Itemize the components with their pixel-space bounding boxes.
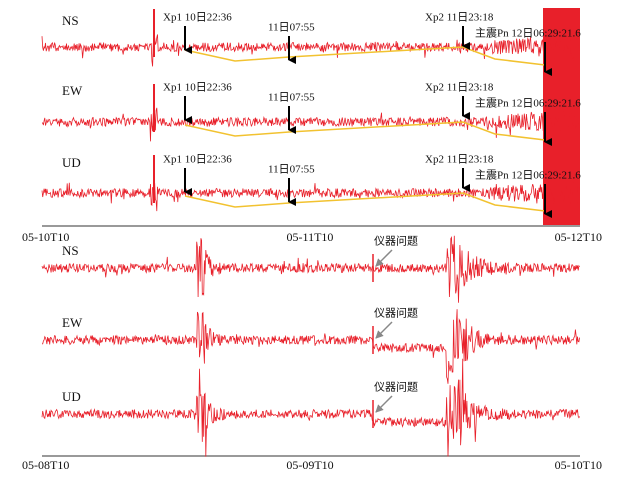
annotation: 仪器问题 xyxy=(374,307,418,320)
waveform xyxy=(41,358,580,457)
annotation: Xp1 10日22:36 xyxy=(163,154,232,166)
axis-label: 05-09T10 xyxy=(286,458,333,472)
annotation: 仪器问题 xyxy=(374,235,418,248)
arrow xyxy=(375,321,393,339)
trend-line xyxy=(184,121,546,141)
trend-line xyxy=(184,192,546,212)
axis-label: 05-11T10 xyxy=(287,230,334,244)
waveform xyxy=(42,309,580,384)
axis-label: 05-10T10 xyxy=(555,458,602,472)
annotation: 主震Pn 12日06:29:21.6 xyxy=(475,27,581,40)
axis-label: 05-08T10 xyxy=(22,458,69,472)
channel-label: NS xyxy=(62,243,79,258)
trend-line xyxy=(184,46,546,66)
channel-label: UD xyxy=(62,155,81,170)
annotation: Xp2 11日23:18 xyxy=(425,154,494,166)
arrow xyxy=(375,395,393,413)
annotation: Xp1 10日22:36 xyxy=(163,82,232,94)
annotation: 主震Pn 12日06:29:21.6 xyxy=(475,169,581,182)
arrow xyxy=(375,249,393,267)
annotation: Xp2 11日23:18 xyxy=(425,12,494,24)
annotation: 11日07:55 xyxy=(268,164,315,176)
annotation: 11日07:55 xyxy=(268,92,315,104)
channel-label: EW xyxy=(62,83,83,98)
channel-label: EW xyxy=(62,315,83,330)
channel-label: NS xyxy=(62,13,79,28)
annotation: 仪器问题 xyxy=(374,381,418,394)
waveform xyxy=(41,26,580,67)
waveform xyxy=(41,107,580,142)
annotation: Xp1 10日22:36 xyxy=(163,12,232,24)
waveform xyxy=(41,235,580,303)
axis-label: 05-12T10 xyxy=(555,230,602,244)
axis-label: 05-10T10 xyxy=(22,230,69,244)
annotation: 主震Pn 12日06:29:21.6 xyxy=(475,97,581,110)
waveform xyxy=(41,177,580,212)
annotation: 11日07:55 xyxy=(268,22,315,34)
annotation: Xp2 11日23:18 xyxy=(425,82,494,94)
channel-label: UD xyxy=(62,389,81,404)
